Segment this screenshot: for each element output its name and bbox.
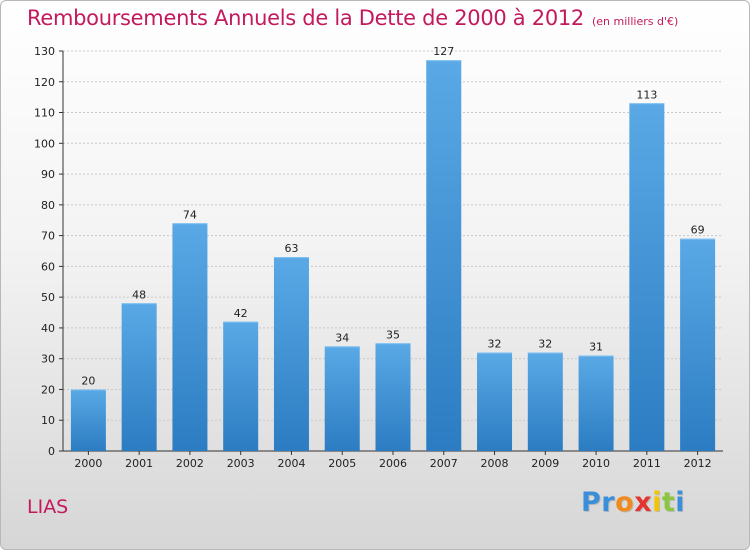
- bar-value-label: 31: [589, 341, 603, 354]
- x-tick-label: 2006: [379, 457, 407, 470]
- x-tick-label: 2001: [125, 457, 153, 470]
- y-tick-label: 30: [41, 353, 55, 366]
- x-tick-label: 2002: [176, 457, 204, 470]
- y-tick-label: 50: [41, 291, 55, 304]
- bar-value-label: 42: [234, 307, 248, 320]
- bar: [578, 355, 614, 451]
- bar: [477, 352, 513, 451]
- bar-value-label: 63: [284, 242, 298, 255]
- x-tick-label: 2011: [633, 457, 661, 470]
- chart-subtitle: (en milliers d'€): [592, 15, 679, 28]
- bar: [273, 257, 309, 451]
- logo-letter: o: [615, 487, 635, 518]
- x-tick-label: 2012: [684, 457, 712, 470]
- y-tick-label: 80: [41, 199, 55, 212]
- y-tick-label: 100: [34, 137, 55, 150]
- bar-value-label: 113: [636, 88, 657, 101]
- commune-name: LIAS: [27, 496, 69, 518]
- y-tick-label: 90: [41, 168, 55, 181]
- y-tick-label: 0: [48, 445, 55, 458]
- bar-value-label: 69: [691, 224, 705, 237]
- x-tick-label: 2007: [430, 457, 458, 470]
- bar-value-label: 48: [132, 288, 146, 301]
- logo-letter: P: [581, 487, 602, 518]
- bar: [223, 321, 259, 451]
- bar-value-label: 32: [538, 338, 552, 351]
- bar-value-label: 34: [335, 331, 349, 344]
- bar: [680, 238, 716, 451]
- y-tick-label: 20: [41, 383, 55, 396]
- bar: [629, 103, 665, 452]
- logo-letter: r: [601, 487, 616, 518]
- y-tick-label: 120: [34, 76, 55, 89]
- x-tick-label: 2008: [481, 457, 509, 470]
- y-tick-label: 130: [34, 45, 55, 58]
- x-tick-label: 2010: [582, 457, 610, 470]
- logo-letter: x: [634, 487, 653, 518]
- proxiti-logo: Proxiti: [581, 487, 685, 518]
- logo-letter: i: [652, 487, 662, 518]
- bar: [324, 346, 360, 451]
- bar: [70, 389, 106, 451]
- x-tick-label: 2004: [277, 457, 305, 470]
- bar: [121, 303, 157, 451]
- bar: [527, 352, 563, 451]
- bar-value-label: 74: [183, 208, 197, 221]
- bar-value-label: 32: [488, 338, 502, 351]
- y-tick-label: 110: [34, 107, 55, 120]
- x-tick-label: 2005: [328, 457, 356, 470]
- chart-title-text: Remboursements Annuels de la Dette de 20…: [27, 6, 584, 30]
- y-tick-label: 10: [41, 414, 55, 427]
- logo-letter: i: [675, 487, 686, 518]
- bar-value-label: 127: [433, 45, 454, 58]
- bar: [375, 343, 411, 451]
- bar-value-label: 35: [386, 328, 400, 341]
- chart-title: Remboursements Annuels de la Dette de 20…: [27, 6, 678, 30]
- y-tick-label: 40: [41, 322, 55, 335]
- y-tick-label: 70: [41, 230, 55, 243]
- x-tick-label: 2000: [74, 457, 102, 470]
- bar-value-label: 20: [81, 374, 95, 387]
- y-tick-label: 60: [41, 260, 55, 273]
- bar: [426, 60, 462, 451]
- x-tick-label: 2003: [227, 457, 255, 470]
- x-tick-label: 2009: [531, 457, 559, 470]
- logo-letter: t: [661, 487, 676, 518]
- bar: [172, 223, 208, 451]
